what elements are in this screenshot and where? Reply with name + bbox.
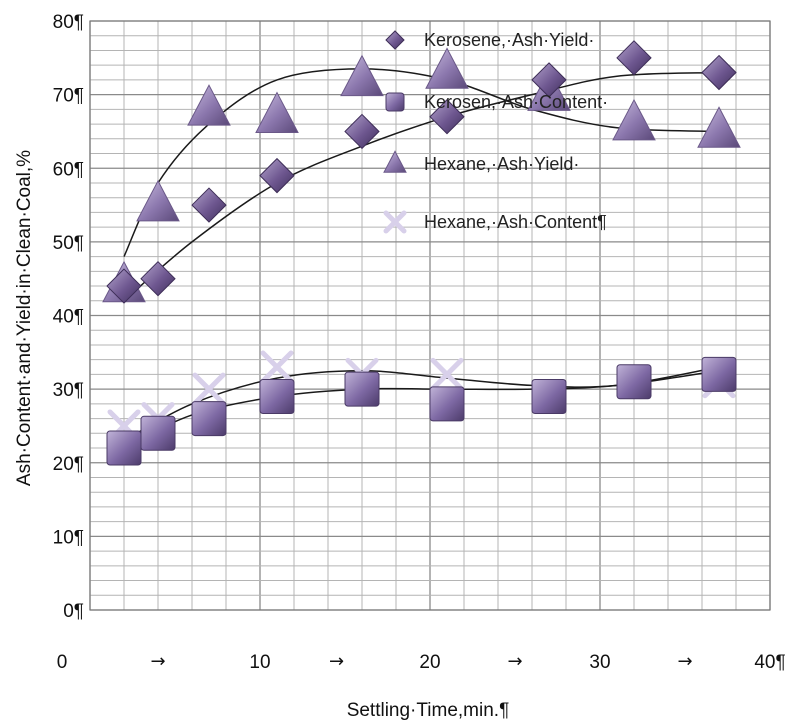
legend-label: Kerosene,·Ash·Yield· <box>424 30 594 50</box>
data-point-diamond <box>259 157 295 194</box>
data-point-diamond <box>191 187 227 223</box>
data-point-square <box>701 356 737 392</box>
data-point-square <box>191 401 227 437</box>
x-arrow-mark: → <box>677 651 692 672</box>
data-point-diamond <box>106 268 142 304</box>
x-tick-label: 20 <box>419 652 440 673</box>
legend-label: Hexane,·Ash·Yield· <box>424 154 579 174</box>
data-point-diamond <box>429 99 465 135</box>
y-tick-label: 0¶ <box>63 601 84 622</box>
data-point-triangle <box>340 54 384 97</box>
y-tick-label: 10¶ <box>53 527 84 548</box>
y-tick-label: 70¶ <box>53 86 84 107</box>
x-arrow-mark: → <box>329 651 344 672</box>
x-arrow-mark: → <box>150 651 165 672</box>
x-tick-label: 0 <box>57 652 68 673</box>
plot-grid <box>89 20 771 611</box>
data-point-square <box>616 364 652 400</box>
legend-marker-triangle <box>383 150 407 173</box>
legend: Kerosene,·Ash·Yield· Kerosen,·Ash·Content… <box>383 30 608 234</box>
axis-ticks: 0¶ 10¶ 20¶ 30¶ 40¶ 50¶ 60¶ 70¶ 80¶ 0 10 20 30 40¶ → → → → <box>53 12 786 673</box>
data-point-x <box>192 372 226 406</box>
legend-marker-x <box>383 210 407 234</box>
data-point-diamond <box>344 113 380 150</box>
data-point-triangle <box>255 91 299 133</box>
x-tick-label: 30 <box>589 652 610 673</box>
data-point-square <box>106 430 142 466</box>
legend-marker-square <box>385 92 405 112</box>
data-point-triangle <box>425 47 469 89</box>
y-axis-title: Ash·Content·and·Yield·in·Clean·Coal,% <box>14 150 35 486</box>
data-point-square <box>531 378 567 414</box>
data-point-triangle <box>187 84 231 126</box>
y-tick-label: 20¶ <box>53 454 84 475</box>
x-tick-label: 10 <box>249 652 270 673</box>
data-point-x <box>260 350 294 384</box>
data-point-triangle <box>136 179 180 222</box>
x-stroke <box>430 357 464 391</box>
data-point-square <box>140 415 176 451</box>
data-point-diamond <box>616 40 652 76</box>
data-point-x <box>430 357 464 391</box>
x-axis-title: Settling·Time,min.¶ <box>347 700 510 721</box>
x-arrow-mark: → <box>507 651 522 672</box>
y-tick-label: 40¶ <box>53 307 84 328</box>
data-point-triangle <box>612 98 656 141</box>
legend-label: Kerosen,·Ash·Content· <box>424 92 608 112</box>
x-stroke <box>260 350 294 384</box>
data-point-square <box>429 386 465 422</box>
data-point-diamond <box>701 54 737 91</box>
plot-border <box>89 20 771 611</box>
trendline <box>123 71 720 302</box>
data-point-diamond <box>531 62 567 98</box>
legend-marker-diamond <box>385 30 405 50</box>
legend-label: Hexane,·Ash·Content¶ <box>424 212 607 232</box>
data-points <box>102 40 741 466</box>
y-tick-label: 60¶ <box>53 159 84 180</box>
x-stroke <box>383 210 407 234</box>
data-point-square <box>344 371 380 407</box>
data-point-triangle <box>697 106 741 148</box>
x-stroke <box>192 372 226 406</box>
x-tick-label: 40¶ <box>754 652 785 673</box>
data-point-square <box>259 378 295 414</box>
y-tick-label: 50¶ <box>53 233 84 254</box>
data-point-diamond <box>140 260 176 297</box>
y-tick-label: 30¶ <box>53 380 84 401</box>
y-tick-label: 80¶ <box>53 12 84 33</box>
